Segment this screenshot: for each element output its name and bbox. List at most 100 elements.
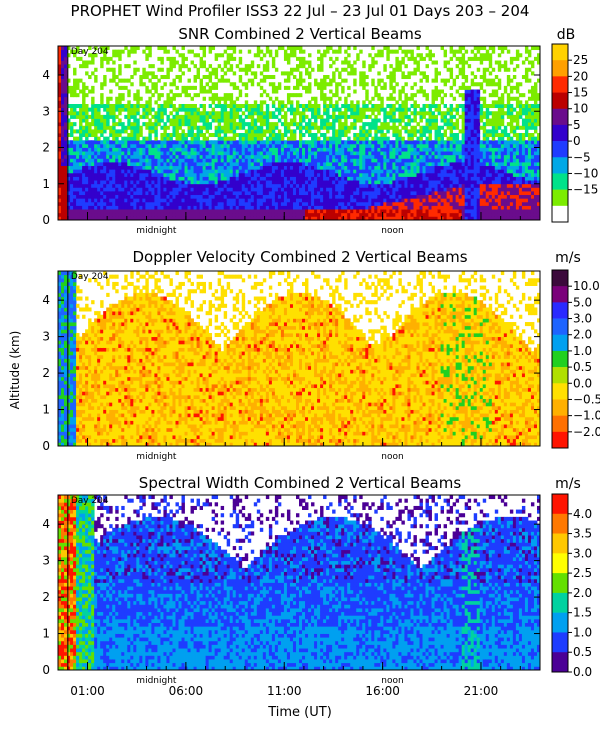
heatmap-cell xyxy=(326,151,330,156)
heatmap-cell xyxy=(148,64,152,69)
heatmap-cell xyxy=(317,198,321,203)
heatmap-cell xyxy=(323,191,327,196)
heatmap-cell xyxy=(175,183,179,188)
heatmap-cell xyxy=(338,151,342,156)
heatmap-cell xyxy=(359,180,363,185)
heatmap-cell xyxy=(295,162,300,167)
heatmap-cell xyxy=(422,89,426,94)
heatmap-cell xyxy=(229,165,234,170)
heatmap-cell xyxy=(103,176,107,181)
heatmap-cell xyxy=(232,154,237,159)
heatmap-cell xyxy=(67,151,71,156)
heatmap-cell xyxy=(76,165,80,170)
heatmap-cell xyxy=(289,151,294,156)
heatmap-cell xyxy=(341,140,345,145)
heatmap-cell xyxy=(235,151,240,156)
heatmap-cell xyxy=(58,212,62,217)
heatmap-cell xyxy=(70,147,74,152)
heatmap-cell xyxy=(395,64,399,69)
heatmap-cell xyxy=(332,49,336,54)
heatmap-cell xyxy=(329,140,333,145)
heatmap-cell xyxy=(157,143,161,148)
heatmap-cell xyxy=(344,183,348,188)
heatmap-cell xyxy=(338,158,342,163)
heatmap-cell xyxy=(323,49,327,54)
heatmap-cell xyxy=(356,216,360,220)
heatmap-cell xyxy=(133,165,137,170)
heatmap-cell xyxy=(440,198,444,203)
heatmap-cell xyxy=(389,201,393,206)
heatmap-cell xyxy=(292,147,297,152)
heatmap-cell xyxy=(464,118,469,123)
heatmap-cell xyxy=(413,169,417,174)
heatmap-cell xyxy=(392,147,396,152)
heatmap-cell xyxy=(299,154,303,159)
heatmap-cell xyxy=(362,212,366,217)
heatmap-cell xyxy=(292,201,297,206)
heatmap-cell xyxy=(142,158,146,163)
heatmap-cell xyxy=(446,162,451,167)
heatmap-cell xyxy=(341,67,345,72)
heatmap-cell xyxy=(329,46,333,51)
heatmap-cell xyxy=(58,187,62,192)
heatmap-cell xyxy=(187,78,191,83)
heatmap-cell xyxy=(181,71,185,76)
heatmap-cell xyxy=(148,53,152,58)
heatmap-cell xyxy=(314,136,318,141)
heatmap-cell xyxy=(401,147,405,152)
heatmap-cell xyxy=(259,93,264,98)
heatmap-cell xyxy=(217,151,222,156)
heatmap-cell xyxy=(169,212,173,217)
heatmap-cell xyxy=(76,82,80,87)
heatmap-cell xyxy=(286,176,291,181)
heatmap-cell xyxy=(461,151,466,156)
heatmap-cell xyxy=(73,82,77,87)
heatmap-cell xyxy=(241,67,246,72)
heatmap-cell xyxy=(449,71,454,76)
heatmap-cell xyxy=(139,158,143,163)
heatmap-cell xyxy=(320,147,324,152)
heatmap-cell xyxy=(127,53,131,58)
heatmap-cell xyxy=(124,183,128,188)
heatmap-cell xyxy=(368,125,372,130)
heatmap-cell xyxy=(223,183,228,188)
heatmap-cell xyxy=(398,111,402,116)
heatmap-cell xyxy=(443,143,448,148)
heatmap-cell xyxy=(274,198,279,203)
heatmap-cell xyxy=(70,89,74,94)
heatmap-cell xyxy=(280,154,285,159)
heatmap-cell xyxy=(133,162,137,167)
heatmap-cell xyxy=(154,205,158,210)
heatmap-cell xyxy=(413,165,417,170)
heatmap-cell xyxy=(446,60,451,65)
heatmap-cell xyxy=(124,187,128,192)
heatmap-cell xyxy=(190,180,194,185)
heatmap-cell xyxy=(452,187,457,192)
heatmap-cell xyxy=(383,125,387,130)
heatmap-cell xyxy=(241,143,246,148)
heatmap-cell xyxy=(374,136,378,141)
heatmap-cell xyxy=(383,46,387,51)
heatmap-cell xyxy=(326,104,330,109)
heatmap-cell xyxy=(317,136,321,141)
heatmap-cell xyxy=(286,46,291,51)
heatmap-cell xyxy=(407,209,411,214)
heatmap-cell xyxy=(118,187,122,192)
heatmap-cell xyxy=(91,198,95,203)
heatmap-cell xyxy=(76,158,80,163)
heatmap-cell xyxy=(118,71,122,76)
heatmap-cell xyxy=(416,194,420,199)
heatmap-cell xyxy=(184,107,188,112)
heatmap-cell xyxy=(127,180,131,185)
heatmap-cell xyxy=(247,209,252,214)
heatmap-cell xyxy=(416,201,420,206)
heatmap-cell xyxy=(106,114,110,119)
heatmap-cell xyxy=(112,53,116,58)
heatmap-cell xyxy=(100,151,104,156)
heatmap-cell xyxy=(419,187,423,192)
heatmap-cell xyxy=(151,151,155,156)
heatmap-cell xyxy=(416,143,420,148)
heatmap-cell xyxy=(73,89,77,94)
heatmap-cell xyxy=(259,56,264,61)
heatmap-cell xyxy=(295,216,300,220)
